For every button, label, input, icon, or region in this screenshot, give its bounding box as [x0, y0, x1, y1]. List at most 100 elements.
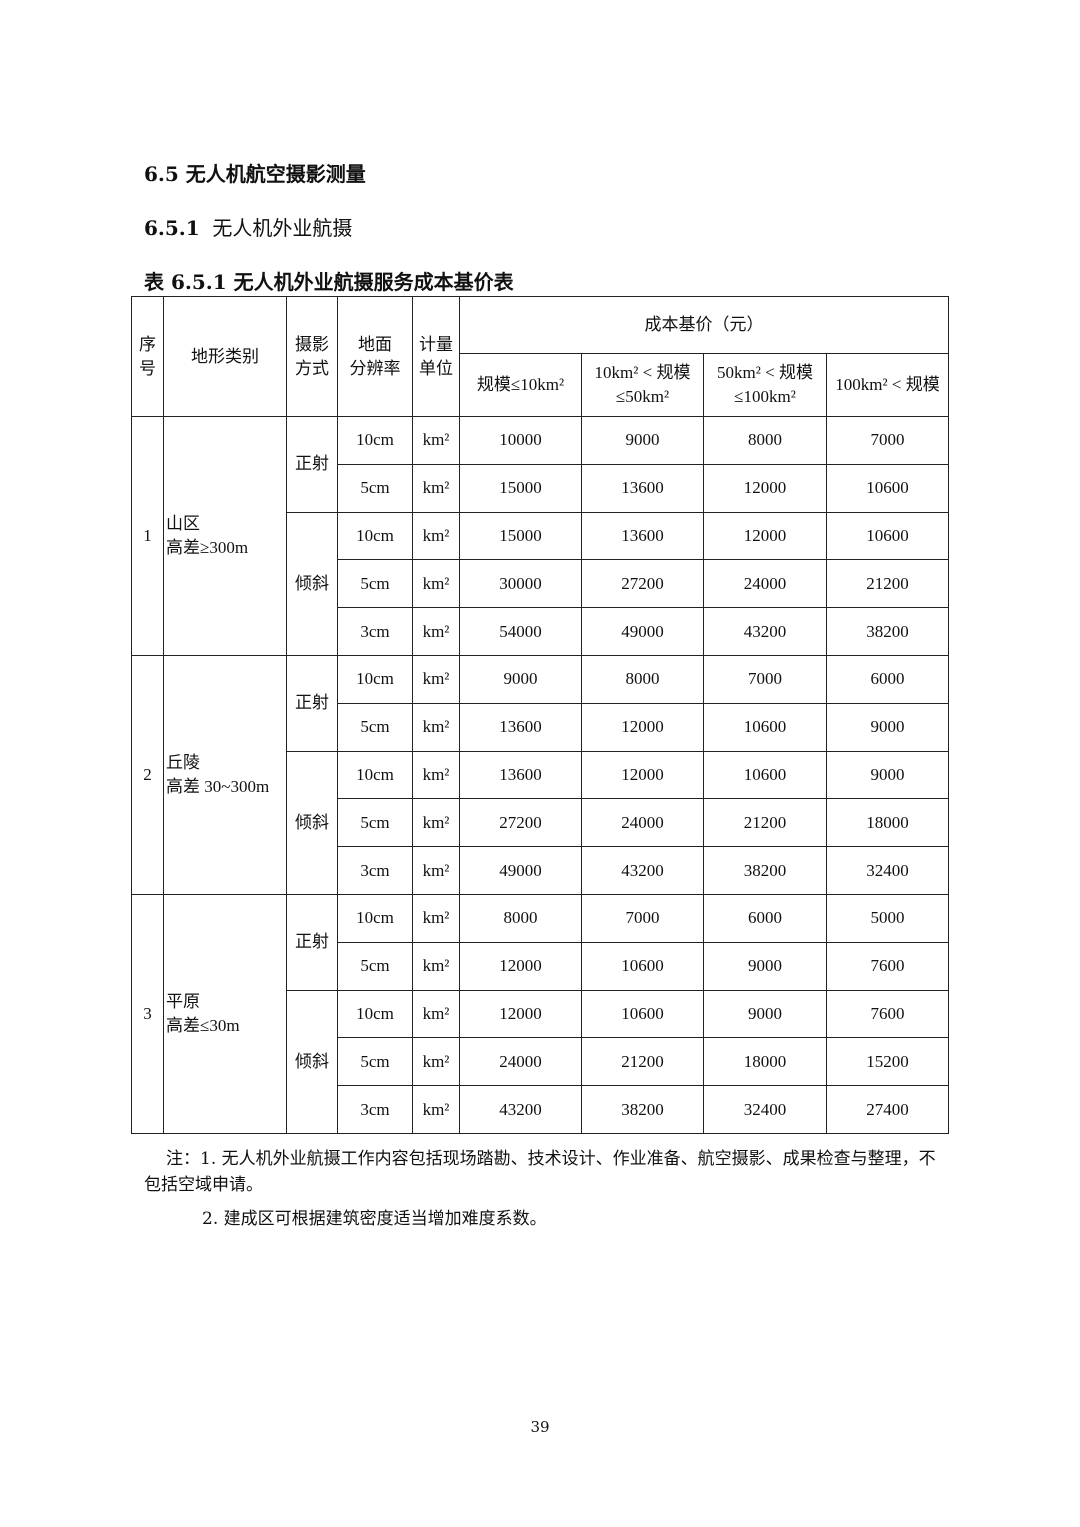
price-cell: 6000 — [703, 893, 827, 943]
mode-cell: 倾斜 — [286, 989, 338, 1134]
table-caption: 表 6.5.1 无人机外业航摄服务成本基价表 — [144, 270, 514, 294]
subsection-title: 无人机外业航摄 — [212, 216, 353, 240]
header-line: 单位 — [419, 358, 453, 378]
resolution-cell: 10cm — [337, 654, 413, 704]
resolution-cell: 3cm — [337, 846, 413, 895]
price-cell: 49000 — [459, 846, 582, 895]
header-line: 50km² < 规模 — [717, 363, 813, 382]
price-cell: 43200 — [703, 607, 827, 656]
terrain-line: 高差≤30m — [166, 1015, 240, 1035]
header-scale: 50km² < 规模 ≤100km² — [703, 353, 827, 417]
price-cell: 8000 — [703, 416, 827, 465]
price-cell: 13600 — [459, 750, 582, 800]
header-terrain: 地形类别 — [163, 296, 287, 417]
note-1: 注：1. 无人机外业航摄工作内容包括现场踏勘、技术设计、作业准备、航空摄影、成果… — [144, 1149, 936, 1195]
header-line: 地面 — [358, 334, 392, 354]
unit-cell: km² — [412, 607, 460, 656]
price-cell: 9000 — [581, 416, 704, 465]
page-number: 39 — [530, 1418, 550, 1436]
price-cell: 12000 — [581, 750, 704, 800]
price-cell: 13600 — [581, 463, 704, 513]
price-cell: 21200 — [581, 1037, 704, 1087]
price-cell: 13600 — [581, 511, 704, 561]
resolution-cell: 10cm — [337, 511, 413, 561]
table-row: 5cm km² 13600 12000 10600 9000 — [132, 702, 949, 752]
table-row: 3cm km² 43200 38200 32400 27400 — [132, 1085, 949, 1134]
unit-cell: km² — [412, 893, 460, 943]
resolution-cell: 3cm — [337, 607, 413, 656]
section-title: 6.5 无人机航空摄影测量 — [144, 162, 366, 186]
header-line: 分辨率 — [349, 358, 401, 378]
price-cell: 12000 — [581, 702, 704, 752]
table-row: 2 丘陵 高差 30~300m 正射 10cm km² 9000 8000 7000 6000 — [131, 654, 949, 895]
header-unit: 计量 单位 — [412, 296, 460, 417]
table-row: 5cm km² 30000 27200 24000 21200 — [132, 559, 949, 609]
header-line: 计量 — [419, 334, 453, 354]
unit-cell: km² — [412, 989, 460, 1039]
header-line: ≤50km² — [615, 387, 670, 406]
header-row: 序号地形类别 摄影 方式 地面 分辨率 计量 单位 成本基价（元） — [131, 296, 949, 417]
price-cell: 38200 — [581, 1085, 704, 1134]
price-cell: 7000 — [703, 654, 827, 704]
price-cell: 15000 — [459, 511, 582, 561]
header-line: 100km² < 规模 — [835, 375, 940, 394]
unit-cell: km² — [412, 463, 460, 513]
table-row: 倾斜 10cm km² 15000 13600 12000 10600 — [132, 511, 949, 656]
header-line: 规模≤10km² — [476, 375, 565, 394]
price-cell: 10600 — [581, 989, 704, 1039]
header-line: 10km² < 规模 — [594, 363, 691, 382]
resolution-cell: 5cm — [337, 941, 413, 991]
table-row: 5cm km² 15000 13600 12000 10600 — [132, 463, 949, 513]
header-resolution: 地面 分辨率 — [337, 296, 413, 417]
price-cell: 5000 — [826, 893, 949, 943]
resolution-cell: 10cm — [337, 416, 413, 465]
price-cell: 9000 — [826, 702, 949, 752]
subsection-number: 6.5.1 — [144, 216, 200, 240]
unit-cell: km² — [412, 559, 460, 609]
price-cell: 10600 — [703, 702, 827, 752]
price-cell: 8000 — [459, 893, 582, 943]
price-cell: 27400 — [826, 1085, 949, 1134]
price-cell: 38200 — [703, 846, 827, 895]
price-cell: 9000 — [826, 750, 949, 800]
price-cell: 12000 — [703, 463, 827, 513]
header-row: 规模≤10km² 10km² < 规模 ≤50km² 50km² < 规模 ≤100km… — [132, 353, 949, 417]
table-row: 5cm km² 12000 10600 9000 7600 — [132, 941, 949, 991]
terrain-line: 高差 30~300m — [166, 776, 270, 796]
resolution-cell: 5cm — [337, 798, 413, 848]
index-cell: 2 — [131, 654, 164, 895]
resolution-cell: 10cm — [337, 750, 413, 800]
price-cell: 27200 — [581, 559, 704, 609]
header-scale: 100km² < 规模 — [826, 353, 949, 417]
header-scale: 10km² < 规模 ≤50km² — [581, 353, 704, 417]
header-scale: 规模≤10km² — [459, 353, 582, 417]
unit-cell: km² — [412, 1037, 460, 1087]
unit-cell: km² — [412, 654, 460, 704]
unit-cell: km² — [412, 702, 460, 752]
price-cell: 15200 — [826, 1037, 949, 1087]
price-cell: 49000 — [581, 607, 704, 656]
price-cell: 10000 — [459, 416, 582, 465]
table-row: 3 平原 高差≤30m 正射 10cm km² 8000 7000 6000 5000 — [131, 893, 949, 1134]
index-cell: 3 — [131, 893, 164, 1134]
price-cell: 10600 — [703, 750, 827, 800]
header-line: ≤100km² — [734, 387, 796, 406]
price-cell: 6000 — [826, 654, 949, 704]
price-cell: 30000 — [459, 559, 582, 609]
unit-cell: km² — [412, 1085, 460, 1134]
resolution-cell: 5cm — [337, 463, 413, 513]
price-cell: 38200 — [826, 607, 949, 656]
unit-cell: km² — [412, 416, 460, 465]
price-cell: 21200 — [703, 798, 827, 848]
header-line: 号 — [139, 358, 156, 378]
resolution-cell: 10cm — [337, 893, 413, 943]
price-cell: 9000 — [703, 989, 827, 1039]
price-cell: 8000 — [581, 654, 704, 704]
price-cell: 24000 — [581, 798, 704, 848]
price-cell: 18000 — [826, 798, 949, 848]
price-cell: 9000 — [459, 654, 582, 704]
price-cell: 43200 — [459, 1085, 582, 1134]
resolution-cell: 10cm — [337, 989, 413, 1039]
header-line: 摄影 — [295, 334, 329, 354]
